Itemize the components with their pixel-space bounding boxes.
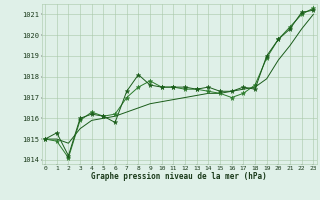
X-axis label: Graphe pression niveau de la mer (hPa): Graphe pression niveau de la mer (hPa) [91, 172, 267, 181]
